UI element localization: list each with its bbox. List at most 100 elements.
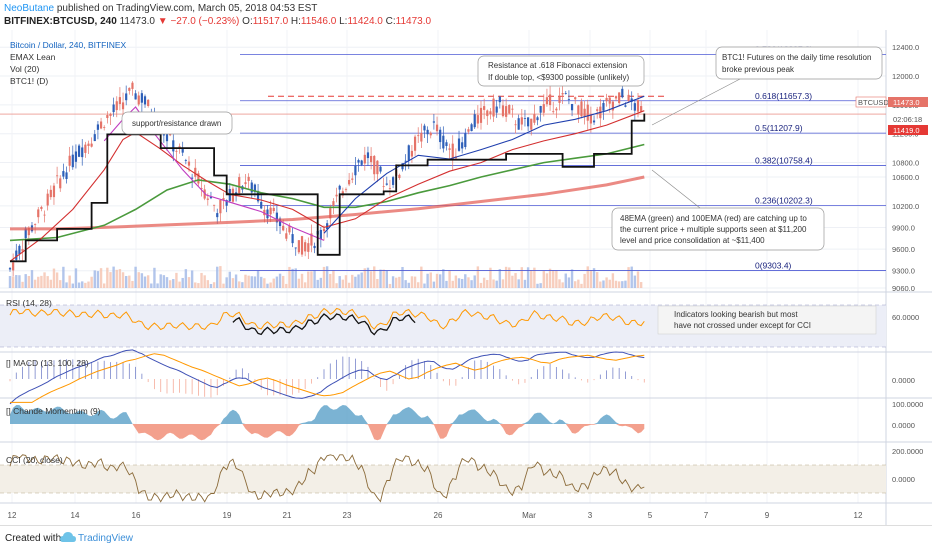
- cmo-axis-tick: 0.0000: [892, 421, 915, 430]
- candle-body: [147, 99, 150, 107]
- author-link[interactable]: NeoButane: [4, 3, 55, 14]
- price-axis-tick: 10200.0: [892, 202, 919, 211]
- macd-label[interactable]: [] MACD (13, 100, 28): [6, 358, 89, 368]
- candle-body: [338, 185, 341, 190]
- volume-bar: [467, 277, 470, 288]
- candle-body: [514, 124, 517, 126]
- candles: [8, 81, 643, 277]
- rsi-axis-tick: 60.0000: [892, 313, 919, 322]
- candle-body: [40, 206, 43, 209]
- candle-body: [382, 186, 385, 188]
- cci-line: [9, 454, 645, 503]
- volume-bar: [93, 270, 96, 288]
- time-axis-tick: 7: [704, 511, 709, 520]
- candle-body: [103, 127, 106, 128]
- volume-bar: [190, 270, 194, 288]
- candle-body: [385, 183, 388, 185]
- volume-bar: [49, 279, 53, 288]
- candle-body: [21, 249, 24, 252]
- chart-canvas[interactable]: 0.786(12297.3)0.618(11657.3)0.5(11207.9)…: [0, 30, 932, 525]
- candle-body: [93, 134, 96, 142]
- candle-body: [457, 138, 461, 151]
- candle-body: [391, 177, 395, 185]
- candle-body: [172, 140, 175, 152]
- volume-bar: [281, 275, 285, 288]
- volume-bar: [55, 272, 59, 288]
- volume-bar: [599, 281, 602, 288]
- candle-body: [71, 154, 74, 168]
- candle-body: [307, 243, 310, 252]
- candle-body: [527, 117, 530, 127]
- annotation-box: [715, 46, 883, 80]
- candle-body: [492, 98, 495, 117]
- macd-pane: [] MACD (13, 100, 28) 0.0000: [6, 349, 915, 405]
- candle-body: [618, 92, 621, 104]
- fib-label: 0.618(11657.3): [755, 91, 812, 101]
- volume-bar: [241, 282, 244, 288]
- volume-bar: [219, 266, 222, 288]
- annotation-pointer: [651, 78, 741, 126]
- volume-bar: [363, 268, 367, 288]
- volume-bar: [128, 275, 131, 288]
- volume-bar: [454, 275, 458, 288]
- candle-body: [112, 104, 115, 113]
- volume-bar: [391, 276, 395, 288]
- candle-body: [128, 87, 131, 91]
- volume-bar: [423, 283, 426, 288]
- volume-bar: [479, 282, 483, 288]
- cmo-label[interactable]: [] Chande Momentum (9): [6, 406, 101, 416]
- candle-body: [46, 193, 49, 206]
- candle-body: [570, 104, 574, 111]
- tradingview-brand[interactable]: TradingView: [78, 533, 134, 544]
- candle-body: [614, 96, 618, 99]
- volume-bar: [624, 280, 627, 288]
- volume-bar: [577, 279, 580, 288]
- candle-body: [608, 97, 611, 104]
- candle-body: [178, 146, 181, 148]
- volume-bar: [413, 276, 417, 288]
- volume-bar: [77, 282, 81, 288]
- volume-bar: [153, 267, 156, 288]
- cci-band: [0, 465, 886, 493]
- volume-bar: [115, 269, 118, 288]
- volume-bar: [417, 282, 420, 288]
- close-label: C:: [385, 16, 396, 27]
- volume-bar: [307, 271, 310, 288]
- candle-body: [536, 117, 539, 121]
- candle-body: [621, 88, 624, 98]
- annotation-resistance: Resistance at .618 Fibonacci extension I…: [477, 55, 645, 87]
- candle-body: [34, 224, 37, 226]
- candle-body: [18, 245, 21, 255]
- legend-item[interactable]: BTC1! (D): [10, 76, 48, 86]
- volume-bar: [373, 266, 376, 288]
- volume-bar: [225, 277, 228, 288]
- volume-bar: [498, 269, 502, 288]
- candle-body: [583, 108, 586, 117]
- candle-body: [542, 104, 545, 113]
- time-axis-tick: 23: [343, 511, 352, 520]
- annotation-box: [611, 207, 825, 251]
- legend-item[interactable]: EMAX Lean: [10, 52, 56, 62]
- volume-bar: [410, 276, 414, 288]
- candle-body: [244, 182, 247, 185]
- candle-body: [476, 115, 479, 124]
- annotation-text: the current price + multiple supports se…: [620, 225, 807, 234]
- volume-bar: [611, 273, 615, 288]
- candle-body: [357, 160, 360, 163]
- legend-item[interactable]: Vol (20): [10, 64, 39, 74]
- symbol-tag-box: [855, 96, 887, 108]
- candle-body: [213, 204, 216, 206]
- cci-label[interactable]: CCI (20, close): [6, 455, 63, 465]
- volume-bar: [325, 266, 329, 288]
- volume-bar: [464, 274, 467, 288]
- candle-body: [291, 234, 294, 244]
- volume-bar: [81, 281, 84, 288]
- candle-body: [479, 107, 483, 123]
- candle-body: [219, 199, 222, 214]
- rsi-label[interactable]: RSI (14, 28): [6, 298, 52, 308]
- time-axis[interactable]: 12 14 16 19 21 23 26 Mar 3 5 7 9 12: [8, 511, 863, 520]
- candle-body: [184, 160, 187, 161]
- candle-body: [143, 96, 147, 105]
- price-axis[interactable]: 12400.012000.011600.011200.010800.010600…: [892, 43, 919, 293]
- volume-bar: [401, 266, 404, 288]
